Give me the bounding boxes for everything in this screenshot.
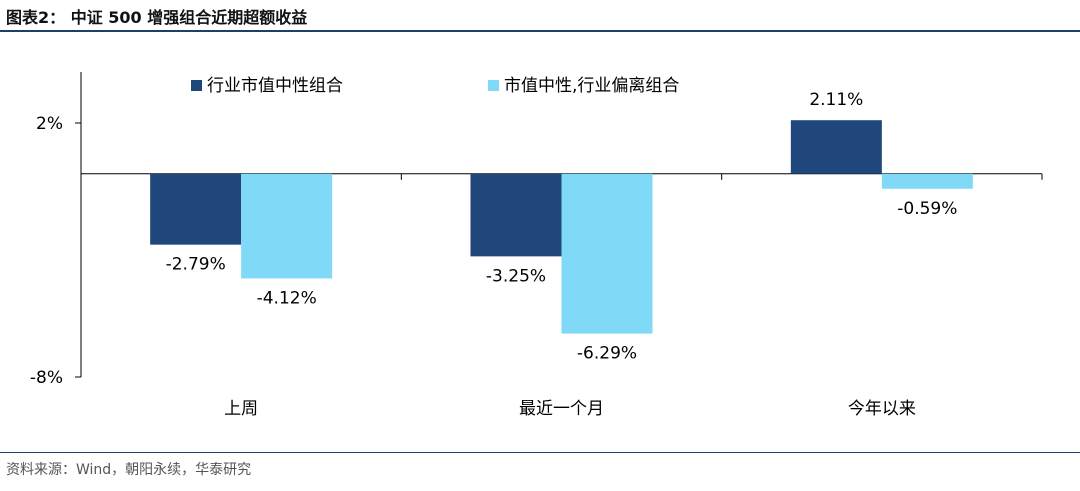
bar-chart: 2% -8% 上周 -2.79% -4.12% 最近一个月 -3.25% -6.29% 今年以来… — [30, 72, 1043, 419]
data-label: -4.12% — [257, 288, 317, 308]
source-note: 资料来源：Wind，朝阳永续，华泰研究 — [6, 462, 252, 478]
header-rule — [0, 30, 1080, 32]
legend-label: 行业市值中性组合 — [207, 76, 343, 96]
figure-header: 图表2： 中证 500 增强组合近期超额收益 — [0, 0, 1080, 32]
data-label: -0.59% — [897, 199, 957, 219]
data-label: -2.79% — [166, 255, 226, 275]
category-label: 今年以来 — [848, 399, 916, 419]
category-label: 上周 — [224, 399, 258, 419]
legend-swatch — [488, 80, 499, 91]
legend-label: 市值中性,行业偏离组合 — [504, 76, 679, 96]
legend-swatch — [191, 80, 202, 91]
footer-rule — [0, 452, 1080, 453]
bar — [470, 173, 562, 257]
bar — [881, 173, 973, 189]
figure-title: 图表2： 中证 500 增强组合近期超额收益 — [6, 8, 308, 27]
bar — [790, 120, 882, 174]
y-tick-label: -8% — [30, 368, 63, 388]
y-tick-label: 2% — [36, 114, 63, 134]
bar — [561, 173, 653, 334]
data-label: -3.25% — [486, 266, 546, 286]
data-label: 2.11% — [809, 90, 863, 110]
bar — [241, 173, 333, 279]
data-label: -6.29% — [577, 344, 637, 364]
bar — [150, 173, 242, 245]
category-label: 最近一个月 — [519, 399, 604, 419]
